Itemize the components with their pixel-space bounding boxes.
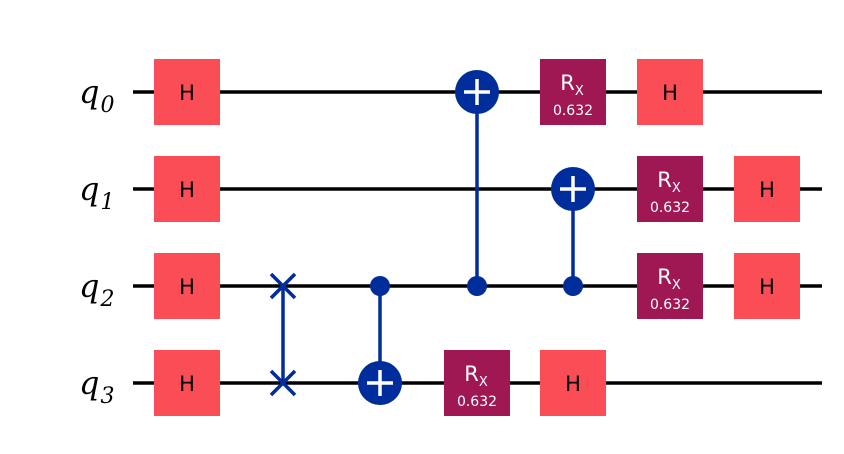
h-gate-label: H [179, 81, 195, 105]
cnot-target-plus-icon [358, 361, 402, 405]
rx-gate-name: RX [657, 265, 681, 293]
qubit-labels: q0 q1 q2 q3 [79, 73, 114, 409]
control-dot [467, 276, 487, 296]
swap-cross-icon-1 [269, 369, 297, 397]
control-dot [563, 276, 583, 296]
h-gate-label: H [179, 178, 195, 202]
h-gate-label: H [179, 372, 195, 396]
rx-gate-q2-c5: RX 0.632 [637, 253, 703, 319]
cnot-target-plus-icon [551, 167, 595, 211]
swap-gate-c1 [269, 272, 297, 397]
rx-gate-name: RX [560, 71, 584, 99]
h-gate-q2-c6: H [734, 253, 800, 319]
qubit-label-1: q1 [79, 170, 114, 215]
control-dot [370, 276, 390, 296]
qubit-label-2: q2 [79, 267, 114, 312]
h-gate-label: H [759, 178, 775, 202]
h-gate-q3-c4: H [540, 350, 606, 416]
rx-gate-param: 0.632 [650, 297, 690, 313]
rx-gate-param: 0.632 [553, 103, 593, 119]
rx-gate-q3-c3: RX 0.632 [444, 350, 510, 416]
gate-connectors [378, 92, 575, 383]
rx-gate-q0-c4: RX 0.632 [540, 59, 606, 125]
swap-cross-icon-0 [269, 272, 297, 300]
h-gate-q1-c6: H [734, 156, 800, 222]
qubit-label-0: q0 [79, 73, 114, 118]
rx-gate-q1-c5: RX 0.632 [637, 156, 703, 222]
rx-gate-param: 0.632 [457, 394, 497, 410]
h-gate-q2-c0: H [154, 253, 220, 319]
rx-gate-name: RX [657, 168, 681, 196]
h-gate-label: H [662, 81, 678, 105]
cnot-gate-c2 [358, 276, 402, 405]
h-gate-label: H [179, 275, 195, 299]
cnot-gate-c3 [455, 70, 499, 296]
gates: H H H H RX 0.632 RX 0.632 H H RX 0.632 RX 0.632 H H [154, 59, 800, 416]
rx-gate-param: 0.632 [650, 200, 690, 216]
h-gate-label: H [565, 372, 581, 396]
h-gate-q1-c0: H [154, 156, 220, 222]
qubit-label-3: q3 [79, 364, 114, 409]
h-gate-q0-c0: H [154, 59, 220, 125]
rx-gate-name: RX [464, 362, 488, 390]
h-gate-q3-c0: H [154, 350, 220, 416]
h-gate-label: H [759, 275, 775, 299]
h-gate-q0-c5: H [637, 59, 703, 125]
cnot-gate-c4 [551, 167, 595, 296]
cnot-target-plus-icon [455, 70, 499, 114]
